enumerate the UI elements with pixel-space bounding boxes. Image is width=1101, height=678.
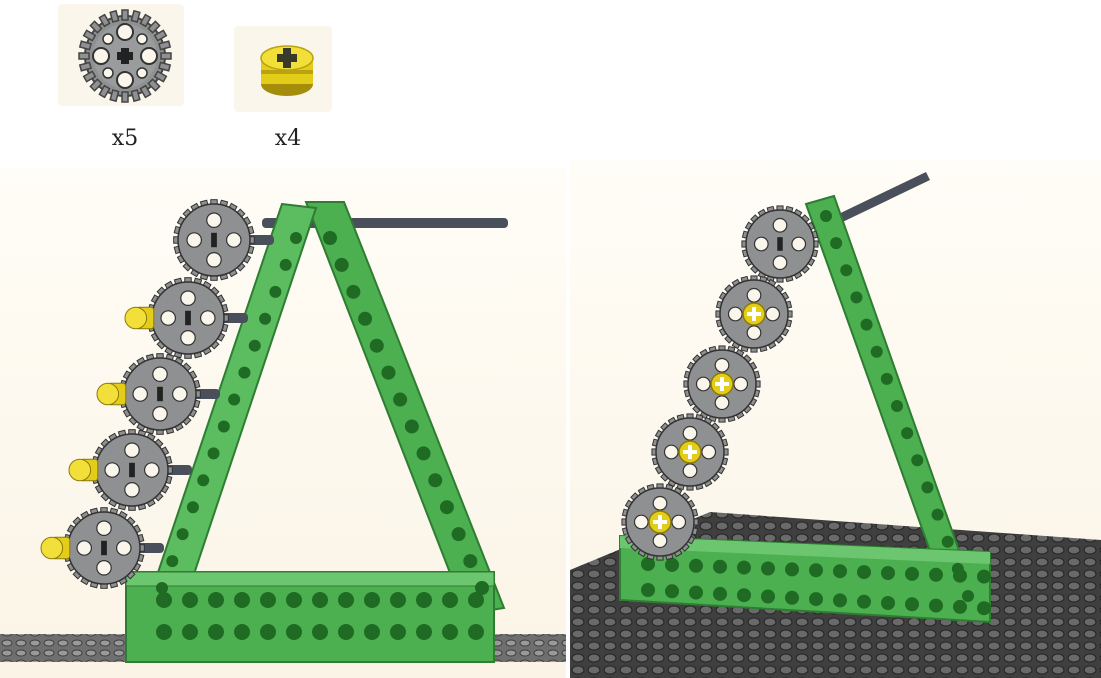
bush-quantity: x4 — [274, 126, 302, 151]
bush — [96, 382, 127, 406]
gear-24-tooth-icon — [75, 6, 175, 106]
bush — [124, 306, 155, 330]
gear — [651, 413, 729, 491]
bush-icon — [252, 36, 322, 102]
bush — [68, 458, 99, 482]
gear — [63, 507, 145, 589]
gear — [91, 429, 173, 511]
assembly-view-side — [570, 160, 1101, 678]
gear — [741, 205, 819, 283]
assembly-view-front — [0, 168, 566, 678]
bush — [40, 536, 71, 560]
gear — [173, 199, 255, 281]
gear — [147, 277, 229, 359]
gear — [119, 353, 201, 435]
gear-quantity: x5 — [111, 126, 139, 151]
beam-right — [304, 201, 506, 616]
axle — [826, 172, 930, 228]
